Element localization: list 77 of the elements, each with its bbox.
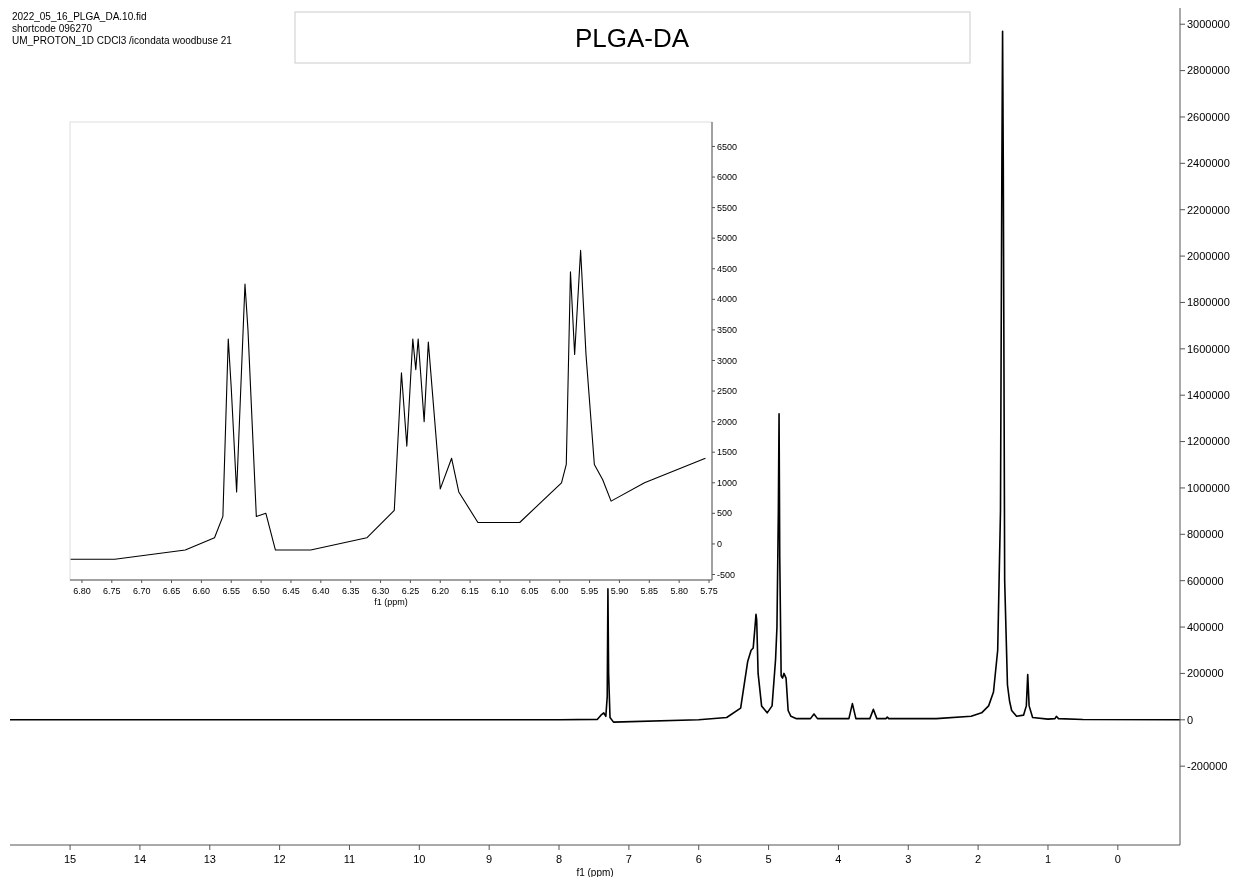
x-tick-label: 6.50 [252, 586, 270, 596]
line-series [70, 249, 706, 560]
y-tick-label: 1600000 [1187, 342, 1230, 355]
x-tick-label: 2 [975, 853, 982, 865]
y-tick-label: 4500 [717, 263, 738, 274]
x-tick-label: 6.20 [431, 586, 450, 596]
x-tick-label: 6.15 [461, 586, 479, 596]
x-tick-label: 6.25 [401, 586, 420, 596]
x-tick-label: 6.65 [162, 586, 181, 596]
x-tick-label: 9 [486, 853, 493, 865]
x-tick-label: 12 [273, 853, 286, 865]
x-tick-label: 6.30 [371, 586, 390, 596]
x-tick-label: 1 [1044, 853, 1052, 865]
y-tick-label: -500 [717, 569, 736, 580]
x-tick-label: 14 [133, 853, 147, 865]
y-tick-label: 0 [717, 539, 723, 550]
line-series [9, 30, 1181, 723]
y-tick-label: 5000 [717, 233, 738, 244]
y-tick-label: 6000 [717, 172, 738, 183]
x-tick-label: 6.40 [312, 586, 330, 596]
y-tick-label: 0 [1187, 713, 1194, 726]
x-tick-label: 6 [695, 853, 702, 865]
x-tick-label: 6.60 [192, 586, 211, 596]
x-tick-label: 5.80 [670, 586, 688, 596]
x-tick-label: 5 [765, 853, 772, 865]
x-tick-label: 5.90 [610, 586, 629, 596]
y-tick-label: 1000 [717, 477, 738, 488]
y-tick-label: 5500 [717, 202, 738, 213]
y-tick-label: 3000000 [1187, 18, 1230, 31]
x-tick-label: 10 [413, 853, 426, 865]
x-tick-label: 7 [625, 853, 632, 865]
y-tick-label: 1800000 [1187, 296, 1230, 309]
y-tick-label: 500 [717, 508, 733, 519]
y-tick-label: 600000 [1187, 574, 1224, 587]
y-tick-label: 2000000 [1187, 249, 1230, 262]
x-tick-label: 6.55 [222, 586, 241, 596]
y-tick-label: 2200000 [1187, 203, 1230, 216]
x-tick-label: 3 [905, 853, 912, 865]
y-tick-label: 3500 [717, 325, 738, 336]
y-tick-label: 1400000 [1187, 389, 1230, 402]
x-tick-label: 6.00 [550, 586, 569, 596]
annotation: UM_PROTON_1D CDCl3 /icondata woodbuse 21 [12, 35, 233, 46]
x-tick-label: 8 [555, 853, 563, 865]
y-tick-label: 1000000 [1187, 481, 1230, 494]
x-tick-label: 6.10 [491, 586, 509, 596]
y-tick-label: 3000 [717, 355, 738, 366]
y-tick-label: 6500 [717, 141, 738, 152]
annotation: 2022_05_16_PLGA_DA.10.fid [12, 11, 147, 22]
x-tick-label: 6.70 [132, 586, 151, 596]
y-tick-label: 2400000 [1187, 157, 1230, 170]
x-tick-label: 15 [63, 853, 77, 865]
y-tick-label: 200000 [1187, 667, 1224, 680]
y-tick-label: 1200000 [1187, 435, 1230, 448]
x-tick-label: 13 [203, 853, 216, 865]
y-tick-label: 1500 [717, 447, 738, 458]
x-tick-label: 6.05 [521, 586, 539, 596]
y-tick-label: -200000 [1187, 760, 1228, 773]
x-tick-label: 5.85 [640, 586, 659, 596]
text: PLGA-DA [574, 23, 690, 53]
y-tick-label: 800000 [1187, 528, 1224, 541]
y-tick-label: 400000 [1187, 620, 1224, 633]
y-tick-label: 2000 [717, 416, 738, 427]
x-tick-label: 4 [835, 853, 842, 865]
x-tick-label: 6.45 [282, 586, 300, 596]
x-tick-label: 6.75 [103, 586, 121, 596]
x-tick-label: 6.35 [341, 586, 360, 596]
y-tick-label: 2500 [717, 386, 738, 397]
annotation: shortcode 096270 [12, 23, 93, 34]
x-tick-label: 5.95 [580, 586, 599, 596]
x-tick-label: 11 [343, 853, 356, 865]
y-tick-label: 2600000 [1187, 110, 1230, 123]
x-axis-title: f1 (ppm) [374, 597, 408, 607]
y-tick-label: 4000 [717, 294, 738, 305]
x-tick-label: 6.80 [73, 586, 91, 596]
x-tick-label: 0 [1114, 853, 1121, 865]
x-tick-label: 5.75 [700, 586, 718, 596]
y-tick-label: 2800000 [1187, 64, 1230, 77]
